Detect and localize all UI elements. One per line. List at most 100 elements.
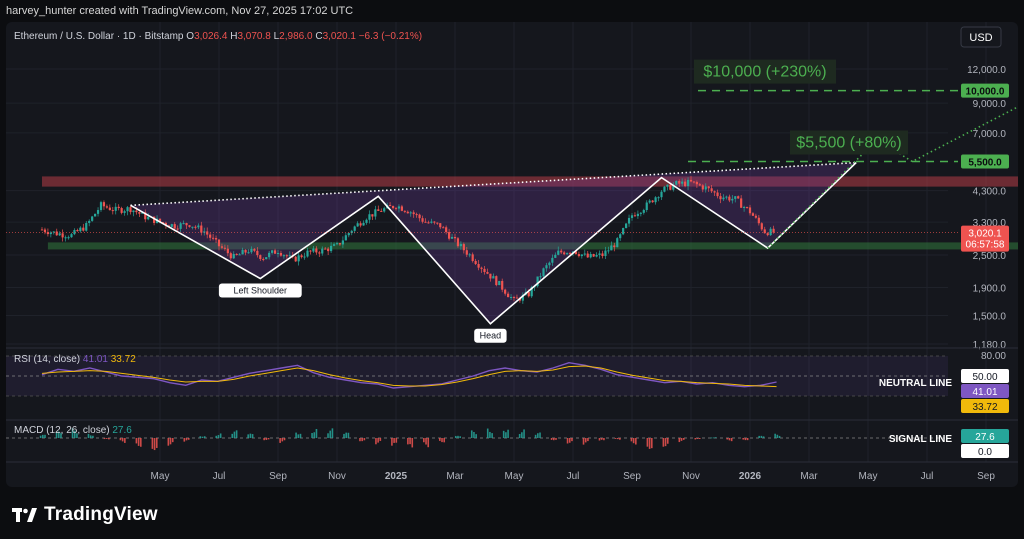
macd-legend-value: 27.6 xyxy=(112,425,132,436)
time-axis-label: Jul xyxy=(567,471,580,482)
candle-body xyxy=(91,216,94,221)
candle-body xyxy=(129,207,132,213)
candle-body xyxy=(141,212,144,214)
macd-histogram-bar xyxy=(44,434,46,438)
candle-body xyxy=(132,210,135,213)
price-axis-label: 2,500.0 xyxy=(973,251,1007,262)
candle-body xyxy=(695,181,698,185)
macd-histogram-bar xyxy=(598,438,601,441)
candle-body xyxy=(766,233,769,236)
chart-frame[interactable]: Ethereum / U.S. Dollar · 1D · Bitstamp O… xyxy=(6,22,1018,487)
macd-histogram-bar xyxy=(108,438,110,440)
candle-body xyxy=(244,249,247,253)
macd-histogram-bar xyxy=(584,438,587,443)
candle-body xyxy=(527,292,530,297)
candle-body xyxy=(734,196,737,199)
legend-h-value: 3,070.8 xyxy=(237,31,273,42)
macd-histogram-bar xyxy=(459,436,461,438)
candle-body xyxy=(719,196,722,200)
candle-body xyxy=(82,227,85,231)
macd-histogram-bar xyxy=(491,433,493,438)
price-axis-label: 9,000.0 xyxy=(973,99,1007,110)
candle-body xyxy=(436,222,439,224)
chart-canvas[interactable]: Ethereum / U.S. Dollar · 1D · Bitstamp O… xyxy=(6,22,1018,487)
candle-body xyxy=(271,250,274,253)
currency-label: USD xyxy=(969,32,992,44)
macd-histogram-bar xyxy=(233,431,236,438)
macd-histogram-bar xyxy=(327,433,329,438)
countdown-label: 06:57:58 xyxy=(966,240,1005,251)
candle-body xyxy=(613,245,616,248)
candle-body xyxy=(421,218,424,222)
candle-body xyxy=(371,214,374,217)
candle-body xyxy=(403,210,406,212)
currency-button[interactable] xyxy=(960,26,1002,48)
time-axis-label: 2025 xyxy=(385,471,408,482)
tradingview-logo[interactable]: TradingView xyxy=(12,500,158,530)
candle-body xyxy=(279,253,283,256)
candle-body xyxy=(206,231,209,235)
macd-histogram-bar xyxy=(235,430,238,438)
macd-histogram-bar xyxy=(267,438,270,440)
signal-line-label: SIGNAL LINE xyxy=(889,434,952,445)
candle-body xyxy=(453,236,457,239)
candle-body xyxy=(327,248,330,252)
macd-histogram-bar xyxy=(537,433,539,438)
candle-body xyxy=(247,252,250,254)
macd-histogram-bar xyxy=(778,435,781,438)
candle-body xyxy=(288,255,291,257)
macd-histogram-bar xyxy=(331,428,334,438)
rsi-ma-badge xyxy=(961,399,1009,413)
candle-body xyxy=(657,197,660,199)
macd-histogram-bar xyxy=(587,438,589,442)
macd-histogram-bar xyxy=(155,438,158,448)
macd-histogram-bar xyxy=(391,438,393,446)
macd-histogram-bar xyxy=(566,438,569,444)
macd-histogram-bar xyxy=(311,433,313,438)
candle-body xyxy=(76,230,79,232)
candle-body xyxy=(368,214,371,220)
macd-histogram-bar xyxy=(103,438,106,440)
macd-histogram-bar xyxy=(552,438,555,441)
candle-body xyxy=(235,253,238,255)
candle-body xyxy=(716,192,719,197)
candle-body xyxy=(595,254,598,257)
candle-body xyxy=(639,212,642,214)
candle-body xyxy=(114,206,117,211)
pattern-annotation: Head xyxy=(480,331,502,341)
macd-histogram-bar xyxy=(171,438,174,443)
macd-histogram-bar xyxy=(774,433,776,438)
candle-body xyxy=(415,214,418,216)
candle-body xyxy=(94,213,97,217)
candle-body xyxy=(105,206,108,208)
macd-histogram-bar xyxy=(521,432,523,438)
price-axis-label: 3,300.0 xyxy=(973,218,1007,229)
candle-body xyxy=(501,280,504,290)
candle-body xyxy=(489,273,492,279)
candle-body xyxy=(383,208,386,212)
candle-body xyxy=(64,237,67,239)
macd-histogram-bar xyxy=(359,438,361,442)
candle-body xyxy=(560,250,563,253)
macd-histogram-bar xyxy=(489,431,491,438)
macd-histogram-bar xyxy=(87,433,90,438)
macd-histogram-bar xyxy=(73,430,76,438)
macd-histogram-bar xyxy=(183,438,186,442)
macd-histogram-bar xyxy=(470,430,473,438)
candle-body xyxy=(772,228,775,233)
candle-body xyxy=(256,250,259,256)
macd-histogram-bar xyxy=(283,438,286,441)
candle-body xyxy=(616,238,619,248)
macd-histogram-bar xyxy=(682,438,685,440)
candle-body xyxy=(294,256,297,262)
candle-body xyxy=(99,202,103,211)
pattern-fill xyxy=(130,162,857,324)
candle-body xyxy=(67,237,70,239)
macd-histogram-bar xyxy=(124,438,126,443)
candle-body xyxy=(70,234,73,238)
macd-histogram-bar xyxy=(518,434,521,438)
candle-body xyxy=(592,254,595,257)
candle-body xyxy=(689,179,693,182)
candle-body xyxy=(356,223,359,227)
candle-body xyxy=(377,209,380,211)
